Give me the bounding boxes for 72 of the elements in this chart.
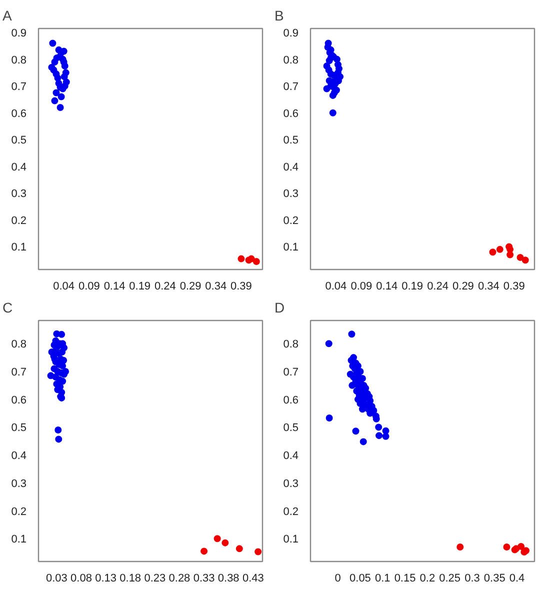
y-tick-label: 0.9	[11, 28, 27, 40]
y-tick-label: 0.2	[283, 506, 299, 518]
chart-title: A	[2, 8, 12, 24]
chart-title: B	[274, 8, 284, 24]
y-tick-label: 0.5	[283, 422, 299, 434]
y-tick-label: 0.1	[283, 534, 299, 546]
x-tick-label: 0.18	[120, 572, 142, 584]
x-tick-label: 0.38	[218, 572, 240, 584]
x-tick-label: 0.04	[53, 280, 75, 292]
y-tick-label: 0.5	[283, 134, 299, 147]
x-tick-label: 0.08	[70, 572, 92, 584]
x-tick-label: 0.05	[350, 572, 371, 584]
x-tick-label: 0.1	[374, 572, 390, 584]
x-tick-label: 0.14	[376, 280, 398, 292]
x-tick-label: 0.14	[104, 280, 126, 292]
x-tick-label: 0.03	[46, 572, 68, 584]
x-tick-label: 0.33	[193, 572, 215, 584]
y-tick-label: 0.4	[283, 450, 299, 462]
y-tick-label: 0.8	[11, 338, 27, 351]
y-tick-label: 0.1	[11, 534, 27, 546]
x-tick-label: 0.43	[242, 572, 264, 584]
x-tick-label: 0.25	[439, 572, 461, 584]
x-tick-label: 0.04	[325, 280, 347, 292]
y-tick-label: 0.8	[11, 54, 27, 66]
x-tick-label: 0.13	[95, 572, 117, 584]
y-tick-label: 0.5	[11, 134, 27, 147]
x-tick-label: 0.24	[427, 280, 448, 292]
x-tick-label: 0.15	[394, 572, 416, 584]
x-tick-label: 0.23	[144, 572, 166, 584]
x-tick-label: 0.34	[478, 280, 500, 292]
y-tick-label: 0.6	[283, 394, 299, 406]
x-tick-label: 0.19	[129, 280, 151, 292]
x-tick-label: 0.3	[464, 572, 480, 584]
y-tick-label: 0.4	[11, 450, 27, 462]
y-tick-label: 0.6	[283, 108, 299, 120]
y-tick-label: 0.3	[283, 188, 299, 200]
x-tick-label: 0.29	[452, 280, 474, 292]
x-tick-label: 0.4	[509, 572, 525, 584]
y-tick-label: 0.2	[11, 214, 27, 227]
x-tick-label: 0.24	[154, 280, 176, 292]
y-tick-label: 0.7	[283, 366, 299, 378]
y-tick-label: 0.4	[11, 161, 27, 174]
chart-title: C	[2, 300, 13, 316]
x-tick-label: 0.39	[503, 280, 525, 292]
x-tick-label: 0	[334, 572, 341, 584]
y-tick-label: 0.2	[283, 214, 299, 227]
y-tick-label: 0.7	[11, 366, 27, 378]
y-tick-label: 0.7	[283, 81, 299, 94]
y-tick-label: 0.8	[283, 54, 299, 66]
x-tick-label: 0.35	[484, 572, 506, 584]
y-tick-label: 0.3	[11, 188, 27, 200]
x-tick-label: 0.19	[402, 280, 424, 292]
chart-title: D	[274, 300, 285, 316]
y-tick-label: 0.8	[283, 338, 299, 351]
y-tick-label: 0.6	[11, 108, 27, 120]
x-tick-label: 0.2	[420, 572, 436, 584]
x-tick-label: 0.09	[350, 280, 372, 292]
x-tick-label: 0.28	[168, 572, 190, 584]
y-tick-label: 0.3	[283, 478, 299, 490]
y-tick-label: 0.1	[283, 242, 299, 254]
y-tick-label: 0.2	[11, 506, 27, 518]
x-tick-label: 0.29	[180, 280, 202, 292]
x-tick-label: 0.09	[78, 280, 100, 292]
y-tick-label: 0.4	[283, 161, 299, 174]
y-tick-label: 0.1	[11, 242, 27, 254]
y-tick-label: 0.6	[11, 394, 27, 406]
y-tick-label: 0.3	[11, 478, 27, 490]
x-tick-label: 0.34	[205, 280, 227, 292]
y-tick-label: 0.5	[11, 422, 27, 434]
y-tick-label: 0.7	[11, 81, 27, 94]
x-tick-label: 0.39	[230, 280, 252, 292]
y-tick-label: 0.9	[283, 28, 299, 40]
